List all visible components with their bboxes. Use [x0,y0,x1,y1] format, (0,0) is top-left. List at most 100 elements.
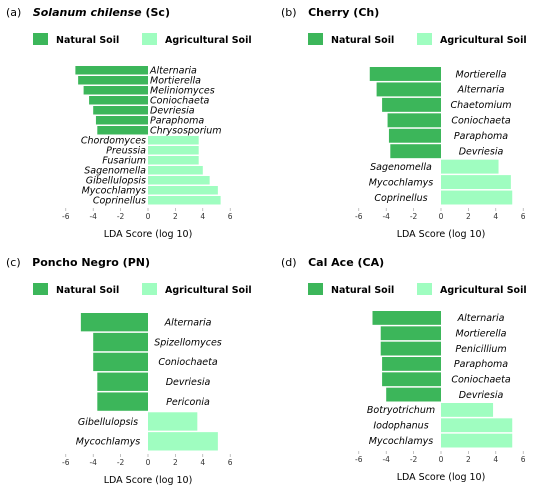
lda-chart-b: Natural Soil Agricultural Soil Mortierella… [308,33,527,240]
bar-agricultural [148,196,221,205]
bar-label: Paraphoma [454,131,508,142]
bar-natural [89,96,148,105]
x-tick-label: -2 [410,455,418,464]
x-axis-label: LDA Score (log 10) [397,472,486,483]
panel-label: (b) [281,6,297,19]
panel-title-italic: Solanum chilense [32,6,142,19]
bar-label: Alternaria [457,313,505,324]
bar-label: Alternaria [457,85,505,96]
bar-label: Penicillium [455,344,506,355]
bar-agricultural [148,176,210,185]
bar-natural [369,67,441,81]
x-tick-label: 0 [439,212,444,221]
bar-natural [80,313,148,332]
bar-label: Preussia [106,146,146,157]
panel-label: (a) [6,6,22,19]
bar-agricultural [148,186,218,195]
x-tick-label: 2 [466,212,471,221]
panel-title: Poncho Negro (PN) [32,256,150,269]
bar-agricultural [148,432,218,451]
panel-header: (c) Poncho Negro (PN) [6,256,150,269]
bar-agricultural [441,175,511,190]
x-tick-label: 6 [521,212,526,221]
bar-natural [376,82,441,97]
legend-label-natural: Natural Soil [331,285,394,296]
panel-title-rest: Cherry (Ch) [308,6,380,19]
bar-natural [386,387,441,402]
bar-label: Coniochaeta [451,116,511,127]
bar-label: Devriesia [459,390,504,401]
bar-natural [93,332,148,352]
legend-label-agricultural: Agricultural Soil [440,35,527,46]
legend-swatch-agricultural [417,283,432,295]
x-tick-label: 0 [146,458,151,467]
x-tick-label: -4 [89,212,97,221]
bar-agricultural [148,156,199,165]
bar-natural [78,76,148,85]
x-tick-label: 4 [200,212,205,221]
x-tick-label: 0 [146,212,151,221]
panel-title-rest: Cal Ace (CA) [308,256,385,269]
bar-label: Botryotrichum [367,405,435,416]
bar-natural [387,113,441,128]
bar-label: Devriesia [150,106,195,117]
bar-natural [95,116,148,125]
x-axis-label: LDA Score (log 10) [104,475,193,486]
x-tick-label: 4 [493,455,498,464]
bar-label: Iodophanus [373,421,428,432]
panel-label: (d) [281,256,297,269]
panel-title-rest: Poncho Negro (PN) [32,256,151,269]
legend-label-natural: Natural Soil [56,285,119,296]
legend-swatch-natural [308,283,323,295]
bar-label: Devriesia [166,377,211,388]
x-tick-label: 4 [493,212,498,221]
legend-swatch-agricultural [142,33,157,45]
bar-natural [93,106,148,115]
bar-label: Mortierella [456,329,507,340]
bar-label: Spizellomyces [154,337,222,348]
bar-label: Mycochlamys [76,437,140,448]
bar-label: Devriesia [459,146,504,157]
bar-label: Coprinellus [93,196,146,207]
bar-label: Chaetomium [450,100,511,111]
bar-natural [372,311,441,325]
legend-swatch-agricultural [417,33,432,45]
legend-swatch-natural [308,33,323,45]
bar-label: Chrysosporium [150,126,222,137]
bar-label: Coniochaeta [451,375,511,386]
panel-title: Solanum chilense (Sc) [33,6,170,19]
bar-label: Fusarium [102,156,146,167]
x-tick-label: 4 [200,458,205,467]
bar-natural [382,97,441,112]
panel-header: (a) Solanum chilense (Sc) [6,6,170,19]
chart-panel-b: (b) Cherry (Ch) Natural Soil Agricultural… [275,0,550,242]
lda-chart-c: Natural Soil Agricultural Soil Alternaria S… [33,283,252,486]
panel-header: (b) Cherry (Ch) [281,6,379,19]
x-tick-label: 0 [439,455,444,464]
legend-label-natural: Natural Soil [331,35,394,46]
bar-label: Chordomyces [81,136,146,147]
chart-panel-a: (a) Solanum chilense (Sc) Natural Soil Ag… [0,0,275,242]
bar-natural [97,126,148,135]
x-tick-label: -4 [89,458,97,467]
bar-natural [83,86,148,95]
x-tick-label: -6 [62,212,70,221]
bar-natural [75,66,148,75]
x-axis-label: LDA Score (log 10) [397,229,486,240]
chart-panel-d: (d) Cal Ace (CA) Natural Soil Agricultura… [275,250,550,492]
bar-label: Coniochaeta [150,96,210,107]
bar-label: Sagenomella [84,166,146,177]
x-tick-label: 6 [521,455,526,464]
panel-title-rest: (Sc) [141,6,170,19]
legend-swatch-natural [33,33,48,45]
bar-agricultural [148,166,203,175]
lda-chart-a: Natural Soil Agricultural SoilAlternariaM… [33,33,252,240]
x-tick-label: -4 [382,212,390,221]
legend-label-agricultural: Agricultural Soil [165,35,252,46]
x-tick-label: -6 [62,458,70,467]
panel-title: Cherry (Ch) [308,6,379,19]
bar-label: Meliniomyces [150,86,215,97]
bar-natural [380,341,441,356]
panel-title: Cal Ace (CA) [308,256,384,269]
chart-panel-c: (c) Poncho Negro (PN) Natural Soil Agricu… [0,250,275,492]
